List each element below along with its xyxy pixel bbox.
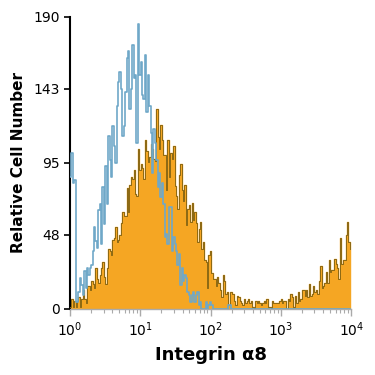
Y-axis label: Relative Cell Number: Relative Cell Number <box>11 72 26 253</box>
X-axis label: Integrin α8: Integrin α8 <box>154 346 267 364</box>
